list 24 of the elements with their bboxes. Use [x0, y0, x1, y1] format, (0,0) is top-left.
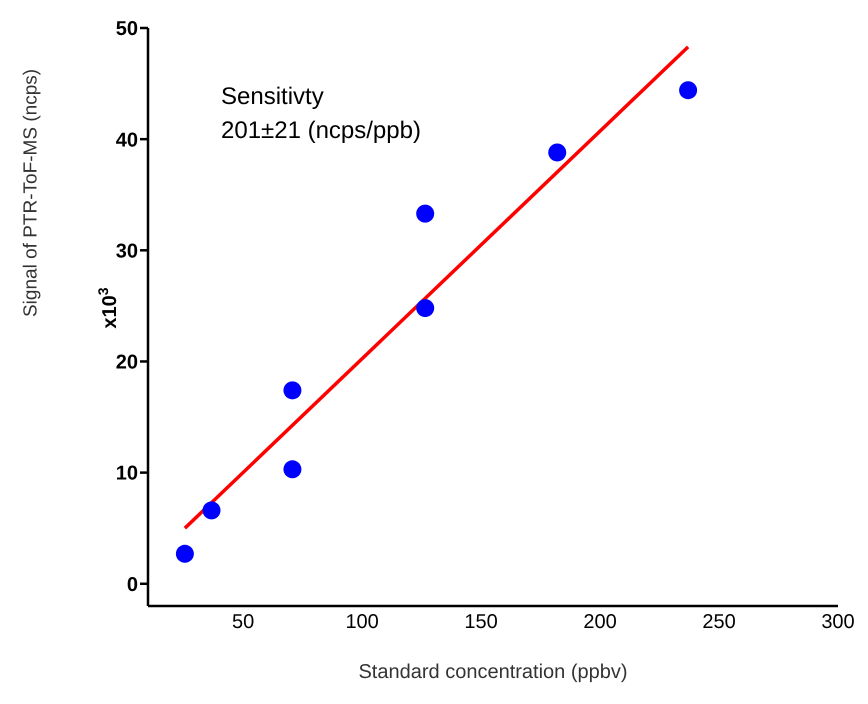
annotation: 201±21 (ncps/ppb): [221, 116, 421, 146]
x-tick-label: 300: [821, 611, 855, 634]
point: [548, 143, 566, 162]
y-tick-label: 0: [126, 574, 138, 596]
y-tick-label: 10: [116, 462, 138, 485]
x-tick-label: 150: [464, 611, 498, 634]
x-axis-title: Standard concentration (ppbv): [358, 661, 628, 683]
point: [176, 544, 194, 563]
x-tick-label: 50: [232, 611, 254, 634]
point: [202, 501, 221, 520]
y-axis-title: Signal of PTR-ToF-MS (ncps): [20, 68, 42, 317]
x-tick-label: 100: [345, 611, 379, 634]
annotation: Sensitivty: [221, 82, 325, 112]
point: [679, 81, 698, 100]
point: [283, 460, 302, 478]
y-tick-label: 40: [116, 129, 138, 152]
point: [283, 381, 302, 400]
point: [416, 299, 434, 318]
y-tick-label: 50: [116, 18, 138, 40]
y-tick-label: 30: [116, 240, 138, 262]
x-tick-label: 200: [583, 611, 617, 634]
y-tick-label: 20: [116, 352, 138, 374]
x-tick-label: 250: [702, 611, 736, 634]
point: [416, 204, 434, 223]
